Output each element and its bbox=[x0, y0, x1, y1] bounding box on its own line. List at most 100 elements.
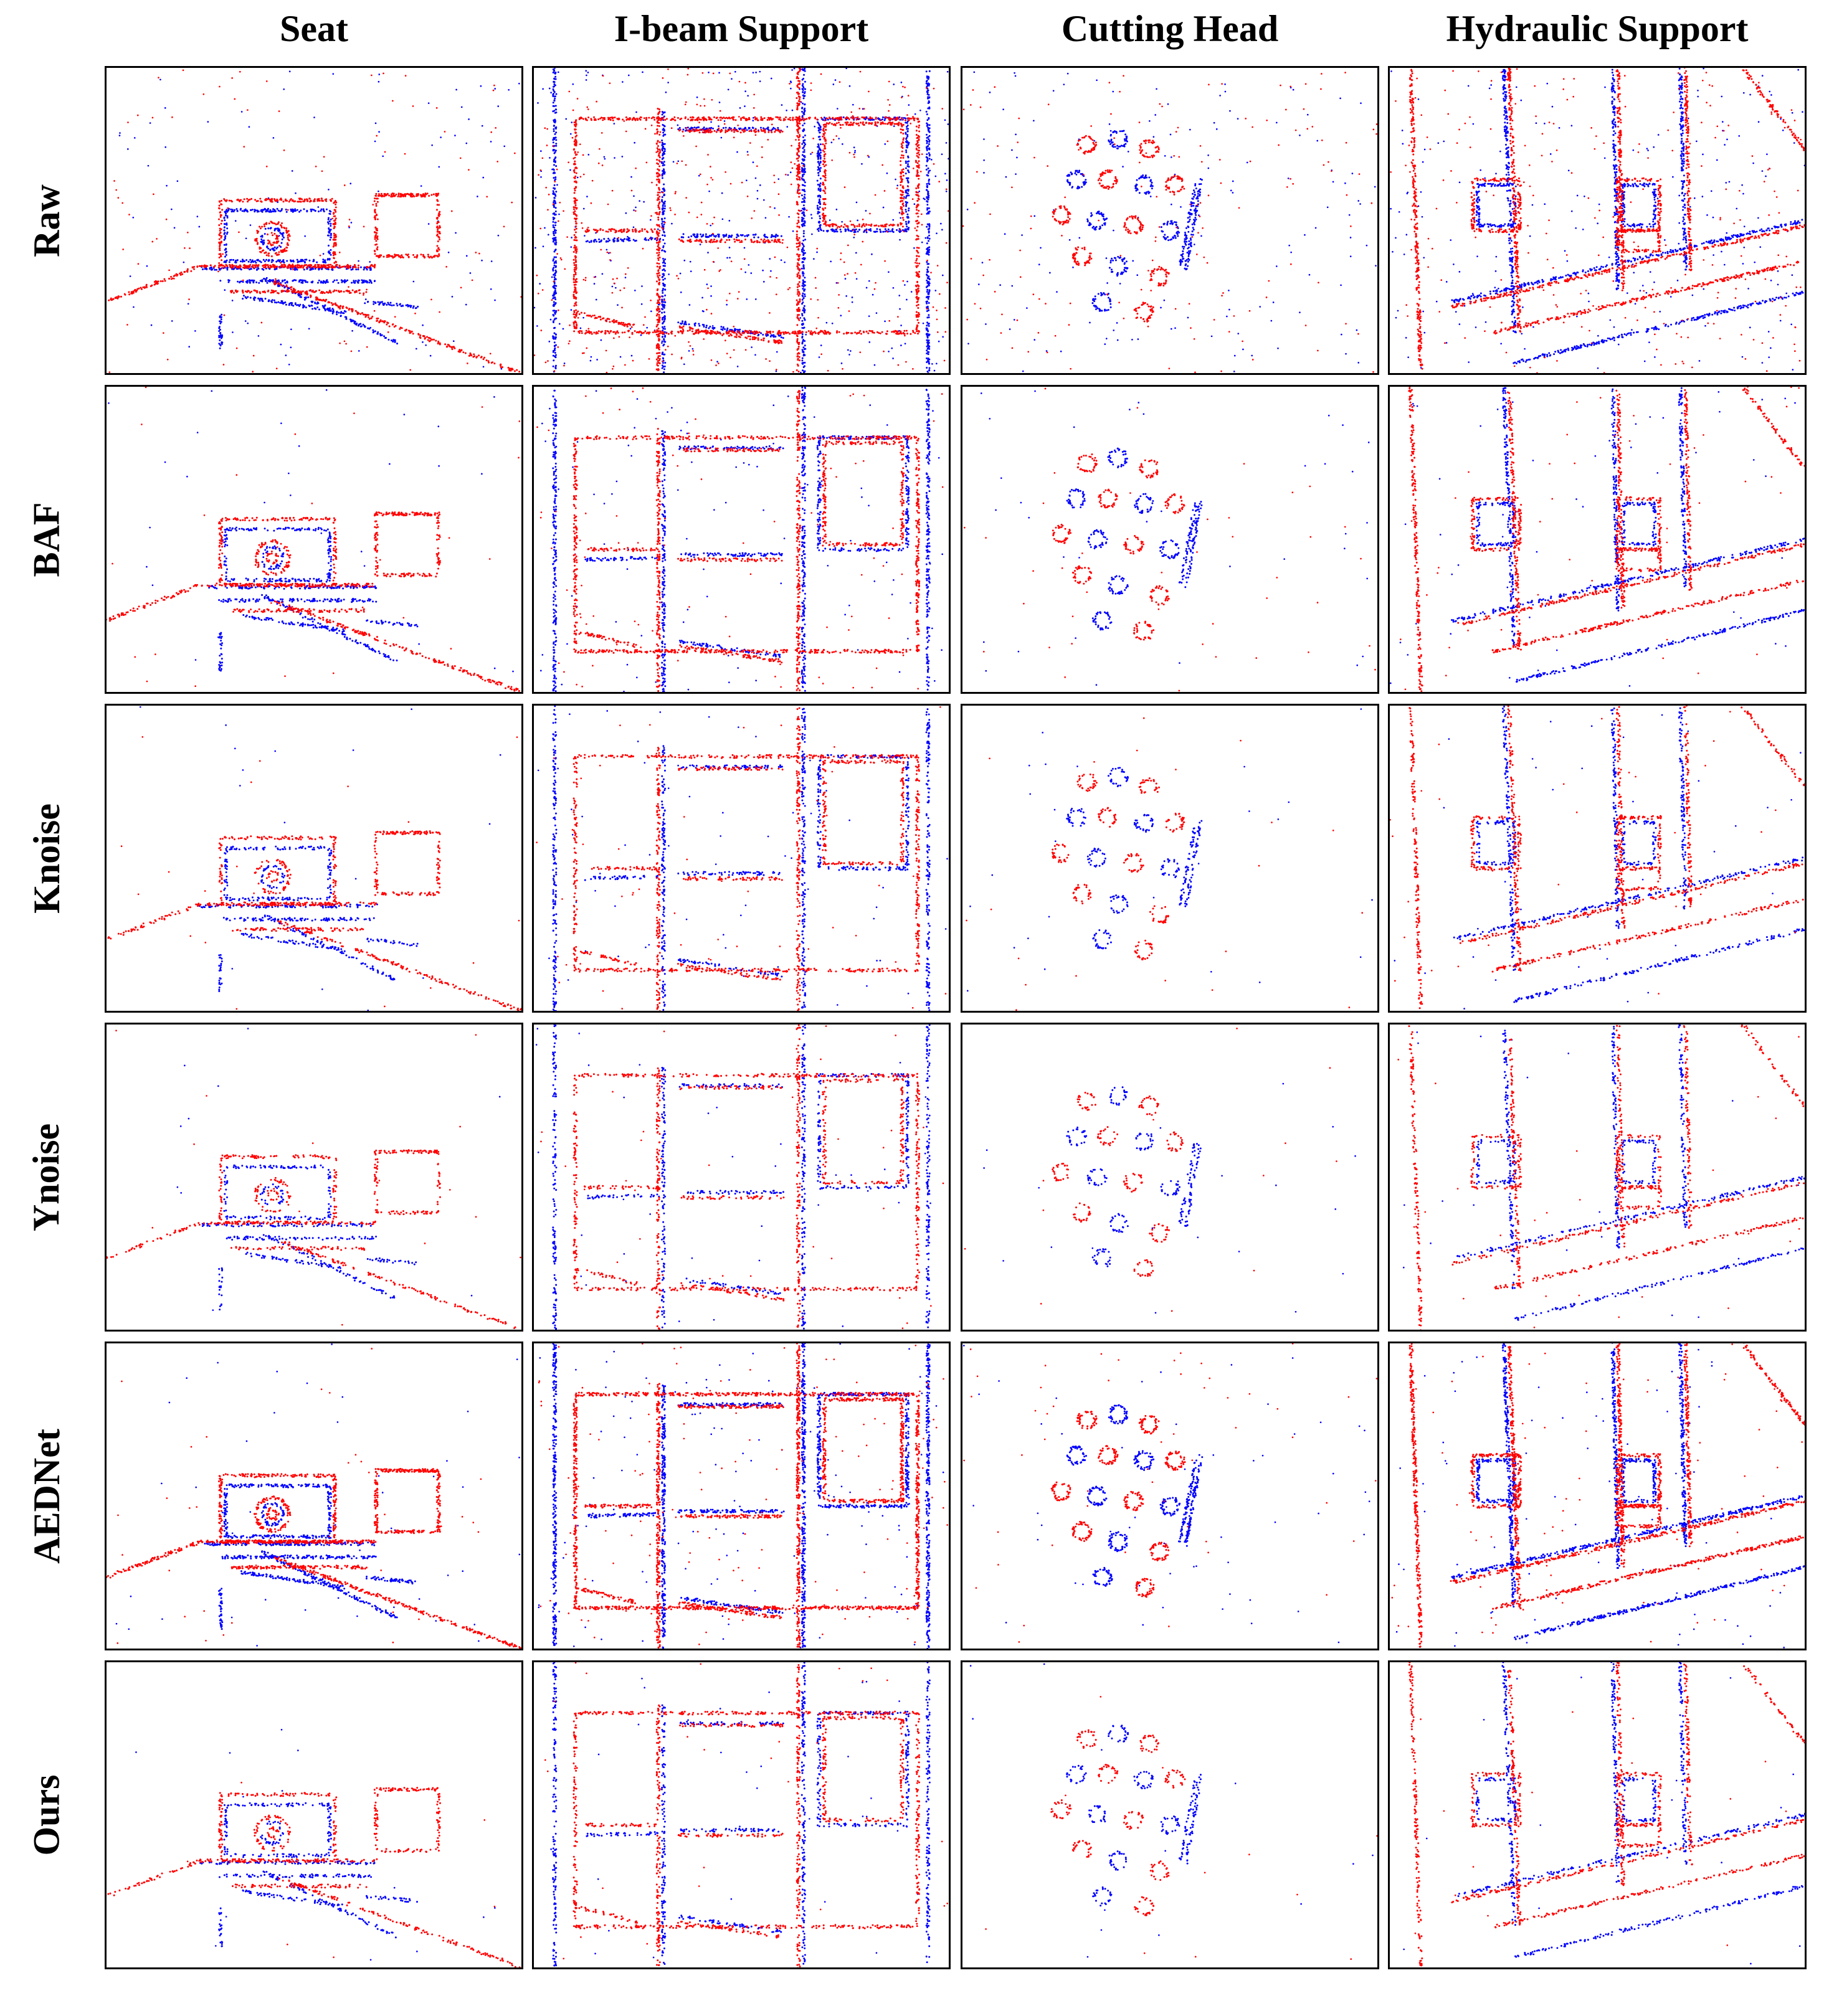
panel-baf-seat bbox=[105, 385, 523, 694]
event-plot bbox=[964, 1028, 1356, 1314]
positive-events bbox=[1408, 1662, 1805, 1967]
positive-events bbox=[544, 1662, 949, 1967]
positive-events bbox=[966, 717, 1364, 1011]
panel-aednet-hydraulic-support bbox=[1388, 1342, 1807, 1650]
row-label-aednet: AEDNet bbox=[0, 1342, 93, 1650]
negative-events bbox=[1390, 68, 1805, 371]
positive-events bbox=[107, 1781, 521, 1967]
column-header-hydraulic-support: Hydraulic Support bbox=[1388, 4, 1807, 54]
positive-events bbox=[534, 68, 949, 373]
negative-events bbox=[966, 708, 1373, 992]
negative-events bbox=[983, 1082, 1356, 1314]
positive-events bbox=[107, 387, 521, 692]
negative-events bbox=[535, 1025, 931, 1330]
event-plot bbox=[536, 387, 944, 692]
positive-events bbox=[1397, 1025, 1805, 1330]
panel-aednet-seat bbox=[105, 1342, 523, 1650]
negative-events bbox=[966, 71, 1377, 372]
panel-aednet-cutting-head bbox=[961, 1342, 1379, 1650]
negative-events bbox=[969, 1663, 1374, 1958]
event-plot bbox=[534, 68, 949, 373]
negative-events bbox=[176, 1028, 501, 1311]
panel-ours-hydraulic-support bbox=[1388, 1660, 1807, 1969]
positive-events bbox=[538, 1343, 949, 1649]
row-label-text: Raw bbox=[25, 184, 68, 257]
positive-events bbox=[1399, 387, 1805, 692]
event-plot bbox=[1390, 706, 1805, 1010]
event-plot bbox=[962, 71, 1377, 373]
event-plot bbox=[107, 706, 521, 1011]
event-plot bbox=[1390, 68, 1805, 373]
event-plot bbox=[962, 1343, 1377, 1644]
negative-events bbox=[539, 387, 944, 692]
negative-events bbox=[534, 68, 949, 373]
negative-events bbox=[108, 389, 514, 673]
panel-knoise-cutting-head bbox=[961, 704, 1379, 1013]
positive-events bbox=[962, 72, 1377, 373]
positive-events bbox=[1391, 1343, 1805, 1648]
panel-ours-i-beam-support bbox=[532, 1660, 951, 1969]
event-plot bbox=[544, 1662, 949, 1967]
event-plot bbox=[538, 1343, 949, 1649]
negative-events bbox=[1390, 387, 1805, 687]
negative-events bbox=[550, 1662, 931, 1967]
positive-events bbox=[108, 69, 521, 373]
row-label-baf: BAF bbox=[0, 385, 93, 694]
negative-events bbox=[1402, 1025, 1805, 1321]
panel-ynoise-hydraulic-support bbox=[1388, 1023, 1807, 1332]
positive-events bbox=[536, 387, 944, 692]
positive-events bbox=[963, 1343, 1377, 1643]
panel-aednet-i-beam-support bbox=[532, 1342, 951, 1650]
event-plot bbox=[107, 387, 521, 692]
negative-events bbox=[1395, 1343, 1805, 1649]
event-plot bbox=[963, 387, 1376, 692]
panel-raw-hydraulic-support bbox=[1388, 66, 1807, 375]
row-label-text: BAF bbox=[26, 502, 69, 577]
row-label-knoise: Knoise bbox=[0, 704, 93, 1013]
positive-events bbox=[963, 387, 1376, 692]
row-label-text: Knoise bbox=[26, 803, 69, 914]
event-plot bbox=[1397, 1025, 1805, 1330]
panel-ours-cutting-head bbox=[961, 1660, 1379, 1969]
positive-events bbox=[540, 1025, 944, 1330]
panel-baf-cutting-head bbox=[961, 385, 1379, 694]
column-header-seat: Seat bbox=[105, 4, 523, 54]
negative-events bbox=[135, 1728, 496, 1961]
event-plot bbox=[969, 1663, 1377, 1960]
row-label-ours: Ours bbox=[0, 1660, 93, 1969]
panel-raw-seat bbox=[105, 66, 523, 375]
column-header-i-beam-support: I-beam Support bbox=[532, 4, 951, 54]
negative-events bbox=[538, 1343, 944, 1649]
negative-events bbox=[537, 706, 948, 1011]
positive-events bbox=[536, 706, 947, 1011]
event-plot bbox=[107, 1343, 521, 1649]
row-label-raw: Raw bbox=[0, 66, 93, 375]
row-label-ynoise: Ynoise bbox=[0, 1023, 93, 1332]
negative-events bbox=[980, 390, 1370, 686]
panel-knoise-hydraulic-support bbox=[1388, 704, 1807, 1013]
panel-ours-seat bbox=[105, 1660, 523, 1969]
panel-knoise-seat bbox=[105, 704, 523, 1013]
positive-events bbox=[985, 1696, 1377, 1960]
panel-ynoise-cutting-head bbox=[961, 1023, 1379, 1332]
event-plot bbox=[535, 1025, 944, 1330]
row-label-text: Ynoise bbox=[26, 1123, 69, 1231]
negative-events bbox=[1394, 706, 1805, 1010]
positive-events bbox=[964, 1028, 1337, 1312]
column-header-cutting-head: Cutting Head bbox=[961, 4, 1379, 54]
row-label-text: Ours bbox=[26, 1774, 69, 1855]
positive-events bbox=[1390, 706, 1805, 1010]
negative-events bbox=[139, 706, 501, 1011]
negative-events bbox=[118, 70, 520, 370]
positive-events bbox=[1390, 68, 1805, 373]
panel-baf-hydraulic-support bbox=[1388, 385, 1807, 694]
positive-events bbox=[107, 1029, 521, 1330]
positive-events bbox=[107, 736, 521, 1011]
event-plot bbox=[108, 69, 521, 373]
event-plot bbox=[966, 708, 1373, 1011]
event-plot bbox=[1390, 387, 1805, 692]
panel-baf-i-beam-support bbox=[532, 385, 951, 694]
negative-events bbox=[962, 1345, 1370, 1644]
event-plot bbox=[107, 1728, 521, 1967]
